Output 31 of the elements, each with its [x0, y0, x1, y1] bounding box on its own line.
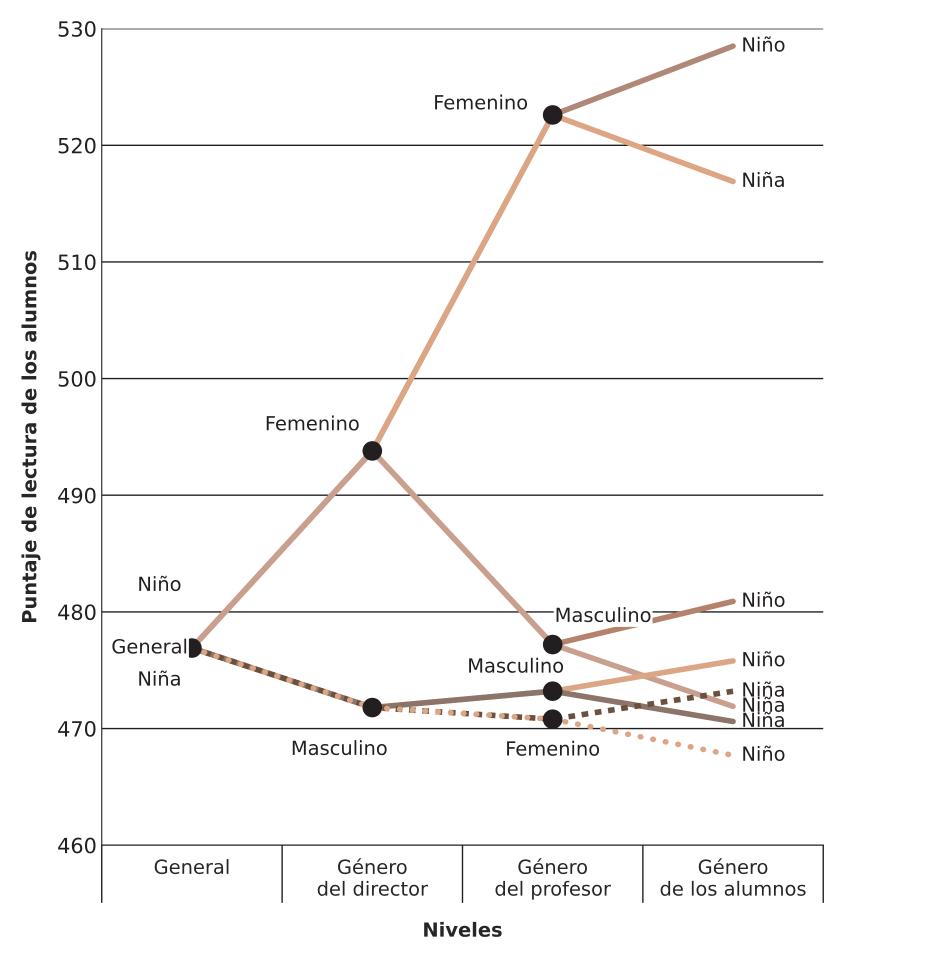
annotation: Femenino	[507, 740, 600, 756]
y-tick-label: 480	[58, 604, 96, 620]
y-tick-label: 470	[58, 720, 96, 737]
annotation: Femenino	[435, 94, 528, 110]
y-tick-label: 460	[58, 838, 96, 854]
x-tick-label: Género del director	[318, 858, 428, 896]
annotation: Femenino	[266, 416, 359, 431]
series-label: Niño	[743, 36, 784, 52]
series-label: Niño	[743, 651, 784, 667]
x-tick-label: General	[154, 859, 228, 874]
x-axis-title: Niveles	[424, 922, 502, 937]
annotation: Niño	[139, 576, 180, 592]
series-label: Niño	[743, 746, 784, 761]
series-label: Niña	[743, 696, 784, 712]
series-label: Niña	[743, 681, 784, 697]
annotation: Masculino	[556, 607, 650, 622]
annotation: Masculino	[292, 740, 387, 756]
y-tick-label: 520	[58, 138, 96, 154]
annotation: Masculino	[469, 658, 564, 673]
annotation: Niña	[139, 670, 180, 686]
x-tick-label: Género del profesor	[496, 858, 611, 900]
x-tick-label: Género de los alumnos	[660, 858, 806, 896]
series-label: Niña	[743, 712, 784, 728]
y-tick-label: 530	[58, 21, 96, 37]
series-label: Niña	[743, 172, 784, 188]
annotation: General	[112, 638, 186, 654]
y-tick-label: 500	[58, 371, 96, 387]
y-tick-label: 510	[58, 254, 96, 270]
series-label: Niño	[743, 592, 784, 608]
y-tick-label: 490	[58, 488, 96, 504]
y-axis-title: Puntaje de lectura de los alumnos	[21, 250, 40, 622]
